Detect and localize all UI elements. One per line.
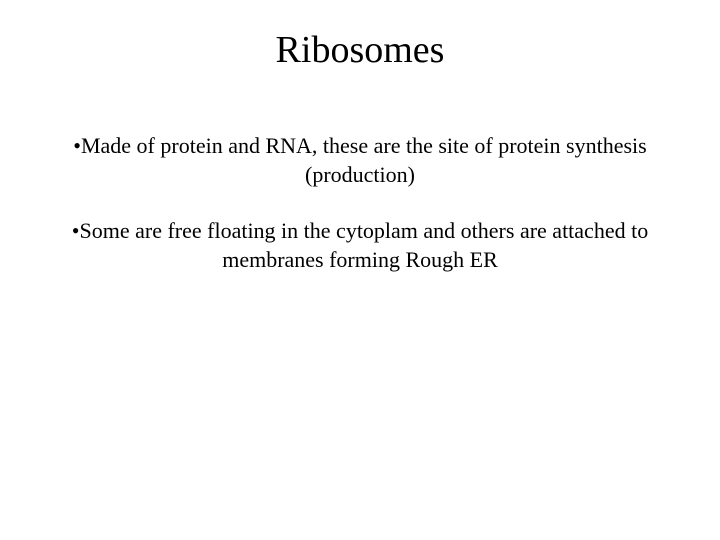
bullet-item: •Some are free floating in the cytoplam …	[30, 217, 690, 274]
bullet-text-line2: (production)	[305, 162, 415, 187]
bullet-text-line1: Some are free floating in the cytoplam a…	[79, 218, 648, 243]
bullet-text-line2: membranes forming Rough ER	[222, 247, 498, 272]
bullet-marker: •	[73, 133, 81, 158]
slide-container: Ribosomes •Made of protein and RNA, thes…	[0, 0, 720, 540]
bullet-item: •Made of protein and RNA, these are the …	[30, 132, 690, 189]
bullet-text-line1: Made of protein and RNA, these are the s…	[81, 133, 647, 158]
slide-title: Ribosomes	[30, 28, 690, 72]
